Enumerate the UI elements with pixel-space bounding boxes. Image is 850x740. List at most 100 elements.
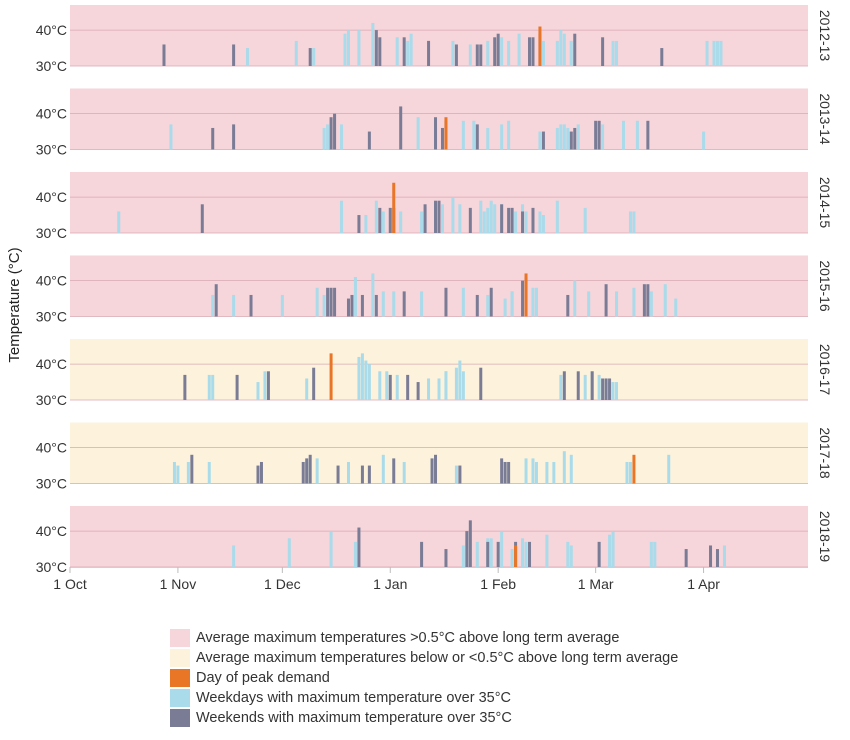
- peak-demand-bar: [538, 26, 542, 66]
- weekday-bar: [353, 277, 357, 317]
- weekday-bar: [555, 200, 559, 233]
- weekday-bar: [510, 291, 514, 317]
- weekday-bar: [451, 40, 455, 66]
- weekday-bar: [263, 371, 267, 400]
- weekday-bar: [312, 48, 316, 66]
- weekday-bar: [573, 280, 577, 317]
- weekday-bar: [722, 545, 726, 567]
- legend-item-below: Average maximum temperatures below or <0…: [170, 648, 678, 668]
- season-label: 2016-17: [817, 344, 833, 396]
- weekend-bar: [308, 454, 312, 484]
- weekday-bar: [489, 538, 493, 567]
- panel-2018-19: 30°C 40°C 2018-19: [36, 506, 833, 575]
- weekend-bar: [235, 374, 239, 400]
- weekend-bar: [367, 465, 371, 484]
- weekday-bar: [346, 461, 350, 484]
- y-tick-label: 30°C: [36, 476, 67, 492]
- weekend-bar: [308, 48, 312, 66]
- weekday-bar: [454, 465, 458, 484]
- weekday-bar: [719, 40, 723, 66]
- weekend-bar: [329, 117, 333, 150]
- panel-2017-18: 30°C 40°C 2017-18: [36, 422, 833, 492]
- weekday-bar: [608, 534, 612, 567]
- weekend-bar: [660, 48, 664, 66]
- weekday-bar: [420, 211, 424, 233]
- weekday-bar: [211, 294, 215, 317]
- weekday-bar: [117, 211, 121, 233]
- weekday-bar: [326, 124, 330, 150]
- weekday-bar: [538, 211, 542, 233]
- weekday-bar: [395, 37, 399, 66]
- weekday-bar: [392, 291, 396, 317]
- weekend-bar: [479, 367, 483, 400]
- weekend-bar: [715, 549, 719, 567]
- weekday-bar: [712, 40, 716, 66]
- weekend-bar: [573, 127, 577, 150]
- legend-label: Average maximum temperatures below or <0…: [196, 650, 679, 666]
- weekend-bar: [430, 458, 434, 484]
- weekday-bar: [531, 287, 535, 317]
- weekday-bar: [649, 291, 653, 317]
- weekday-bar: [315, 458, 319, 484]
- weekday-bar: [611, 531, 615, 567]
- weekday-bar: [503, 298, 507, 317]
- weekday-bar: [507, 40, 511, 66]
- weekday-bar: [569, 40, 573, 66]
- x-tick-label: 1 Dec: [264, 576, 301, 592]
- weekday-bar: [371, 22, 375, 66]
- weekday-bar: [611, 382, 615, 400]
- weekend-bar: [440, 127, 444, 150]
- weekday-bar: [315, 287, 319, 317]
- y-tick-label: 30°C: [36, 392, 67, 408]
- weekday-bar: [381, 291, 385, 317]
- weekday-bar: [381, 454, 385, 484]
- weekday-bar: [169, 124, 173, 150]
- weekday-bar: [232, 294, 236, 317]
- weekend-bar: [434, 454, 438, 484]
- legend: Average maximum temperatures >0.5°C abov…: [170, 628, 678, 728]
- weekend-bar: [486, 541, 490, 567]
- weekday-bar: [667, 454, 671, 484]
- panel-background: [70, 422, 808, 484]
- weekday-bar: [486, 127, 490, 150]
- weekday-bar: [559, 124, 563, 150]
- weekend-bar: [402, 291, 406, 317]
- weekend-bar: [346, 298, 350, 317]
- weekday-bar: [357, 356, 361, 400]
- panel-2013-14: 30°C 40°C 2013-14: [36, 88, 833, 158]
- weekend-bar: [646, 284, 650, 317]
- season-label: 2015-16: [817, 260, 833, 312]
- weekday-bar: [461, 371, 465, 400]
- season-label: 2013-14: [817, 93, 833, 145]
- peak-demand-bar: [524, 273, 528, 317]
- weekend-bar: [507, 207, 511, 233]
- weekday-bar: [715, 40, 719, 66]
- weekday-bar: [597, 374, 601, 400]
- weekday-bar: [587, 291, 591, 317]
- y-tick-label: 40°C: [36, 106, 67, 122]
- weekend-bar: [507, 461, 511, 484]
- weekend-bar: [406, 374, 410, 400]
- weekday-bar: [489, 200, 493, 233]
- y-tick-label: 40°C: [36, 22, 67, 38]
- weekend-bar: [301, 461, 305, 484]
- weekday-bar: [562, 124, 566, 150]
- weekday-bar: [622, 120, 625, 150]
- weekday-bar: [461, 120, 465, 150]
- weekday-bar: [371, 273, 375, 317]
- weekend-bar: [420, 541, 424, 567]
- y-tick-label: 30°C: [36, 225, 67, 241]
- weekend-bar: [388, 207, 392, 233]
- weekend-bar: [569, 131, 573, 150]
- weekday-bar: [402, 461, 406, 484]
- weekday-bar: [479, 200, 483, 233]
- weekday-bar: [541, 215, 545, 233]
- weekend-bar: [500, 458, 504, 484]
- weekday-bar: [524, 211, 528, 233]
- weekday-bar: [406, 40, 410, 66]
- panel-2015-16: 30°C 40°C 2015-16: [36, 255, 833, 325]
- weekend-bar: [646, 120, 650, 150]
- weekend-bar: [528, 541, 532, 567]
- weekend-bar: [709, 545, 713, 567]
- y-tick-label: 30°C: [36, 58, 67, 74]
